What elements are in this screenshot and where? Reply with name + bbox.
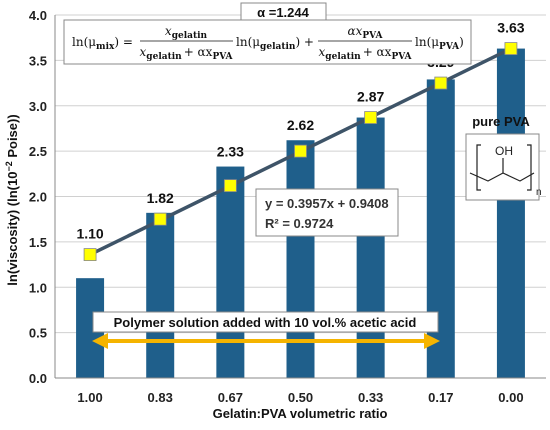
pva-oh-label: OH — [495, 144, 513, 158]
pva-structure-box: OH n — [465, 133, 542, 201]
x-tick-label: 0.00 — [498, 390, 523, 405]
y-axis-title: ln(viscosity) (ln(10−2 Poise)) — [4, 114, 20, 285]
y-tick-label: 0.5 — [29, 326, 47, 341]
x-tick-label: 0.17 — [428, 390, 453, 405]
x-tick-label: 0.33 — [358, 390, 383, 405]
y-tick-label: 0.0 — [29, 371, 47, 386]
model-marker — [83, 248, 97, 261]
formula-lhs: ln(μmix) = — [72, 35, 133, 52]
model-marker — [504, 42, 518, 55]
fit-r-squared: R² = 0.9724 — [265, 216, 334, 231]
fit-equation-box: y = 0.3957x + 0.9408 R² = 0.9724 — [255, 188, 399, 237]
alpha-label: α =1.244 — [257, 5, 309, 20]
pva-n-label: n — [536, 187, 542, 198]
bar — [496, 48, 525, 378]
formula-t2-ln: ln(μPVA) — [415, 35, 464, 52]
x-tick-label: 0.50 — [288, 390, 313, 405]
formula-t2-numerator: αxPVA — [348, 24, 384, 41]
formula-box: ln(μmix) = xgelatin xgelatin + αxPVA ln(μ… — [63, 19, 472, 65]
model-marker — [153, 212, 167, 226]
annotation-text: Polymer solution added with 10 vol.% ace… — [114, 315, 417, 330]
annotation-arrow-right-head — [424, 333, 440, 349]
bar — [286, 140, 315, 378]
formula-t1-ln: ln(μgelatin) + — [236, 35, 314, 52]
data-label: 1.10 — [76, 226, 103, 242]
formula-t2-denominator: xgelatin + αxPVA — [319, 45, 413, 62]
model-marker — [294, 144, 307, 158]
model-markers — [83, 42, 518, 261]
annotation-arrow-left-head — [92, 333, 108, 349]
y-axis-ticks: 0.0 0.5 1.0 1.5 2.0 2.5 3.0 3.5 4.0 — [29, 8, 47, 386]
data-label: 2.33 — [217, 144, 244, 160]
data-label: 2.62 — [287, 117, 314, 133]
y-tick-label: 3.0 — [29, 99, 47, 114]
bar — [426, 79, 455, 379]
y-tick-label: 2.0 — [29, 190, 47, 205]
bars — [76, 48, 525, 379]
bar — [216, 166, 245, 378]
x-tick-label: 0.83 — [148, 390, 173, 405]
formula-t1-numerator: xgelatin — [165, 24, 208, 41]
model-marker — [364, 111, 378, 124]
data-label: 3.63 — [497, 20, 524, 36]
x-axis-ticks: 1.00 0.83 0.67 0.50 0.33 0.17 0.00 — [77, 390, 523, 405]
x-axis-title: Gelatin:PVA volumetric ratio — [213, 406, 388, 421]
data-label: 1.82 — [147, 190, 174, 206]
y-tick-label: 3.5 — [29, 53, 47, 68]
y-tick-label: 1.0 — [29, 280, 47, 295]
y-tick-label: 1.5 — [29, 235, 47, 250]
bar — [356, 117, 385, 379]
pure-pva-label: pure PVA — [472, 114, 530, 129]
model-marker — [434, 76, 448, 90]
formula-t1-denominator: xgelatin + αxPVA — [140, 45, 234, 62]
y-tick-label: 2.5 — [29, 144, 47, 159]
acetic-acid-annotation: Polymer solution added with 10 vol.% ace… — [92, 311, 440, 349]
y-tick-label: 4.0 — [29, 8, 47, 23]
bar — [146, 212, 175, 378]
model-marker — [223, 179, 237, 193]
alpha-label-box: α =1.244 — [240, 2, 327, 23]
fit-equation: y = 0.3957x + 0.9408 — [265, 196, 389, 211]
data-label: 2.87 — [357, 89, 384, 105]
x-tick-label: 0.67 — [218, 390, 243, 405]
x-tick-label: 1.00 — [77, 390, 102, 405]
